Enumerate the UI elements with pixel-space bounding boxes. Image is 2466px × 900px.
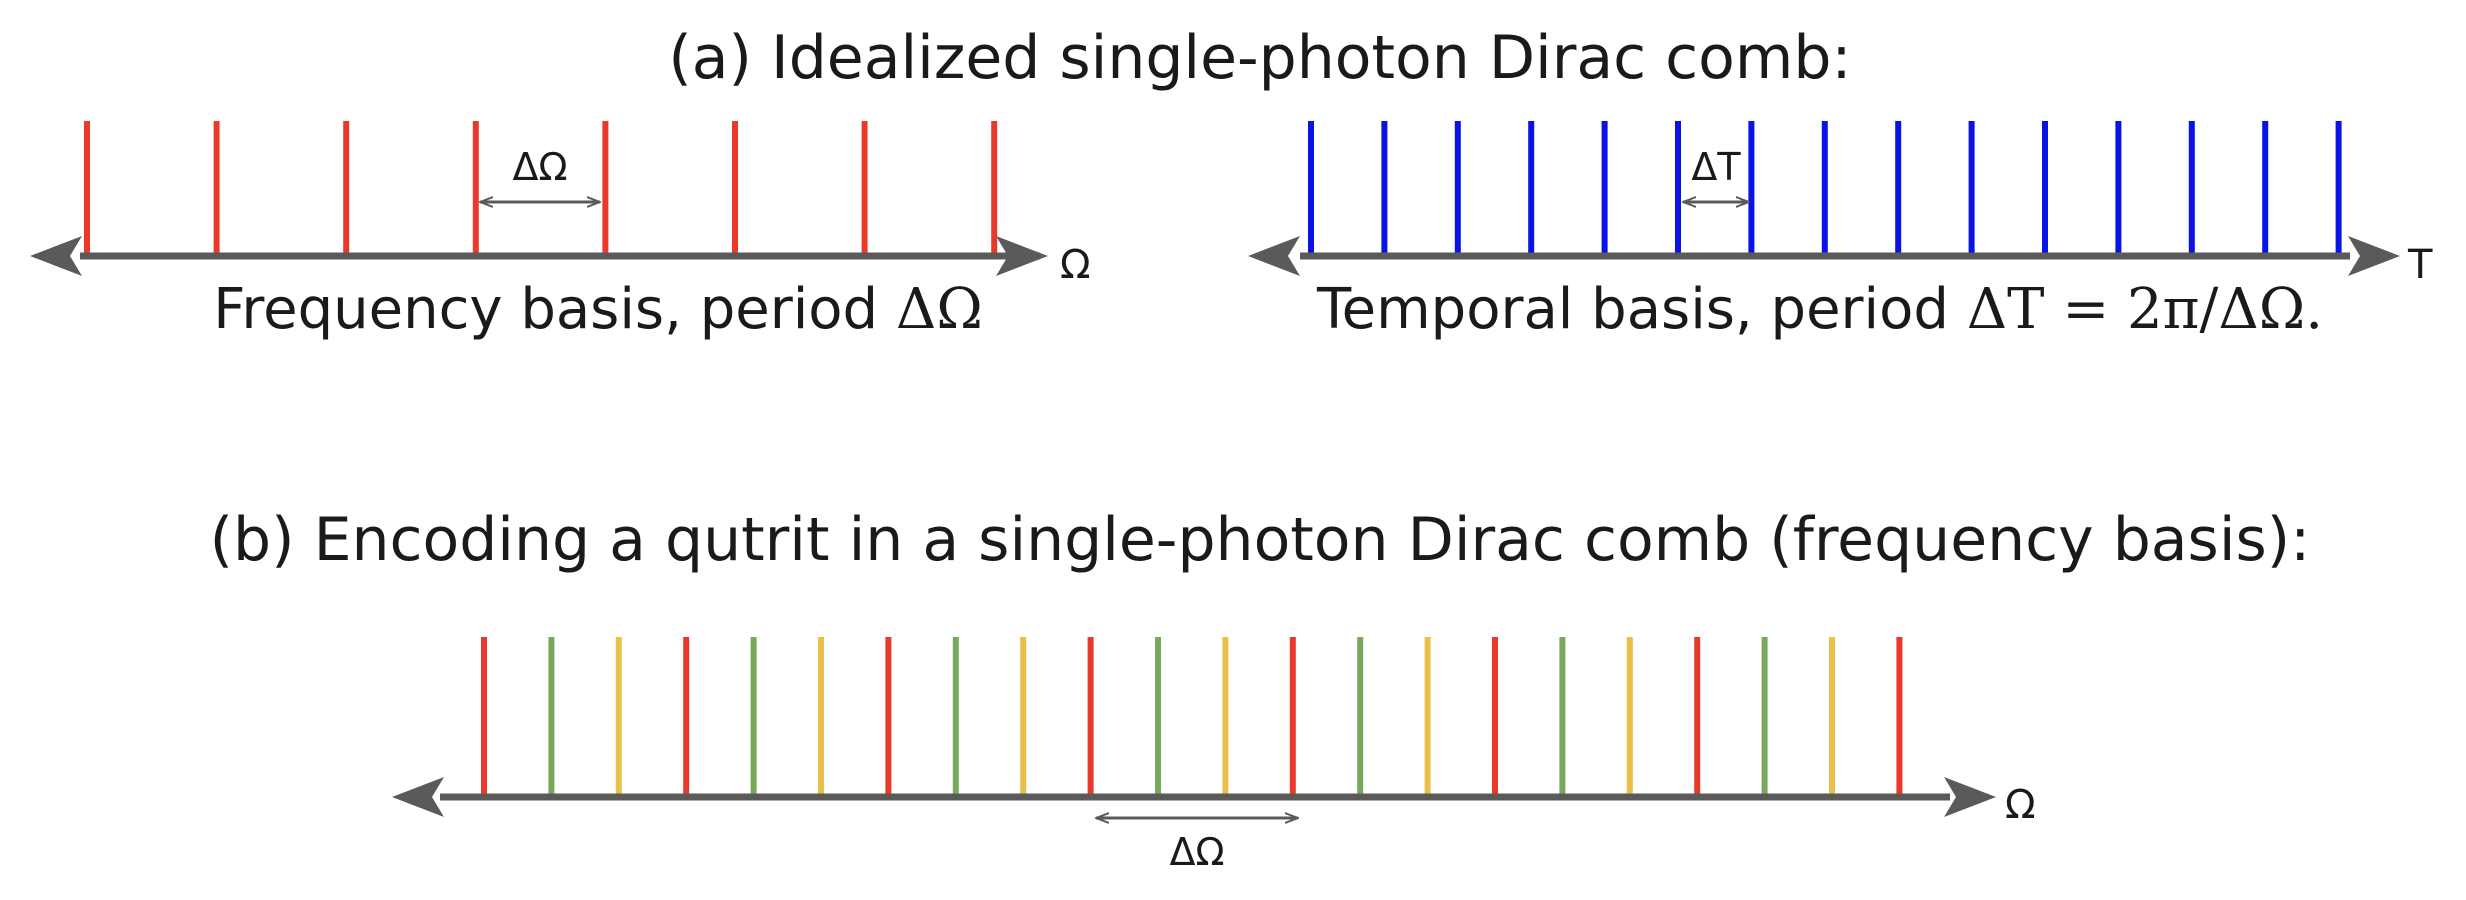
frequency-axis-right-arrowhead <box>996 236 1048 276</box>
qutrit-axis-label: Ω <box>2005 782 2036 828</box>
qutrit-comb: Ω ΔΩ <box>392 637 2036 874</box>
temporal-comb: T ΔT Temporal basis, period ΔT = 2π/ΔΩ. <box>1248 121 2433 342</box>
panel-a-title: (a) Idealized single-photon Dirac comb: <box>668 23 1851 93</box>
frequency-comb-teeth <box>84 121 998 256</box>
qutrit-spacing-label: ΔΩ <box>1169 830 1224 874</box>
frequency-spacing-label: ΔΩ <box>512 145 567 189</box>
frequency-caption-text: Frequency basis, period <box>213 277 896 342</box>
frequency-comb: Ω ΔΩ Frequency basis, period ΔΩ <box>30 121 1091 342</box>
temporal-caption-text: Temporal basis, period <box>1316 277 1967 342</box>
frequency-caption: Frequency basis, period ΔΩ <box>213 277 983 342</box>
temporal-caption-math: ΔT = 2π/ΔΩ. <box>1967 277 2323 342</box>
temporal-axis-right-arrowhead <box>2348 236 2400 276</box>
temporal-caption: Temporal basis, period ΔT = 2π/ΔΩ. <box>1316 277 2323 342</box>
temporal-comb-teeth <box>1308 121 2342 256</box>
qutrit-axis-left-arrowhead <box>392 777 444 817</box>
frequency-caption-math: ΔΩ <box>896 277 983 342</box>
temporal-axis-left-arrowhead <box>1248 236 1300 276</box>
temporal-spacing-label: ΔT <box>1691 145 1741 189</box>
panel-b-title: (b) Encoding a qutrit in a single-photon… <box>210 505 2311 575</box>
frequency-axis-left-arrowhead <box>30 236 82 276</box>
qutrit-axis-right-arrowhead <box>1944 777 1996 817</box>
temporal-axis-label: T <box>2407 242 2433 288</box>
qutrit-comb-teeth <box>481 637 1903 797</box>
frequency-axis-label: Ω <box>1060 242 1091 288</box>
